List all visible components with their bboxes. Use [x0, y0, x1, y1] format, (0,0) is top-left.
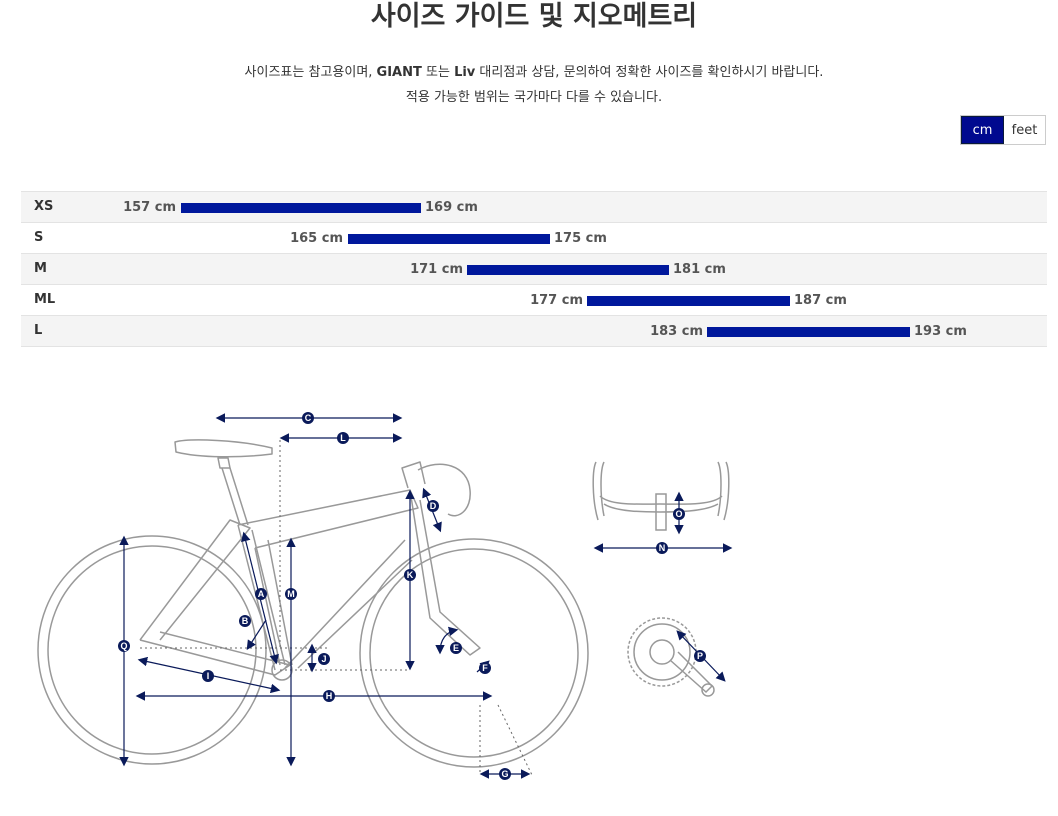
min-height: 183 cm — [650, 324, 703, 339]
marker-m: M — [285, 588, 297, 600]
reference-lines — [140, 440, 532, 775]
height-range-bar — [348, 234, 550, 244]
size-label: L — [34, 323, 42, 338]
marker-e: E — [450, 642, 462, 654]
svg-text:Q: Q — [120, 641, 127, 651]
marker-j: J — [318, 653, 330, 665]
marker-c: C — [302, 412, 314, 424]
marker-n: N — [656, 542, 668, 554]
size-row: L 183 cm 193 cm — [21, 315, 1047, 347]
size-row: M 171 cm 181 cm — [21, 253, 1047, 284]
dimension-arrows — [124, 418, 528, 774]
unit-cm-button[interactable]: cm — [961, 116, 1004, 144]
size-row: XS 157 cm 169 cm — [21, 191, 1047, 222]
note-text: 대리점과 상담, 문의하여 정확한 사이즈를 확인하시기 바랍니다. — [475, 65, 823, 80]
size-range-table: XS 157 cm 169 cm S 165 cm 175 cm M 171 c… — [21, 191, 1047, 347]
marker-a: A — [255, 588, 267, 600]
marker-f: F — [479, 662, 491, 674]
marker-h: H — [323, 690, 335, 702]
marker-p: P — [694, 650, 706, 662]
note-text: 또는 — [422, 65, 454, 80]
svg-text:J: J — [321, 654, 326, 664]
min-height: 171 cm — [410, 262, 463, 277]
size-label: XS — [34, 199, 53, 214]
max-height: 193 cm — [914, 324, 967, 339]
marker-b: B — [239, 615, 251, 627]
max-height: 175 cm — [554, 231, 607, 246]
max-height: 187 cm — [794, 293, 847, 308]
min-height: 157 cm — [123, 200, 176, 215]
marker-l: L — [337, 432, 349, 444]
size-label: S — [34, 230, 43, 245]
svg-text:L: L — [340, 433, 346, 443]
height-range-bar — [587, 296, 790, 306]
svg-text:D: D — [430, 501, 437, 511]
height-range-bar — [181, 203, 421, 213]
svg-text:I: I — [207, 671, 210, 681]
svg-text:F: F — [482, 663, 488, 673]
unit-toggle[interactable]: cm feet — [960, 115, 1046, 145]
svg-text:B: B — [242, 616, 249, 626]
svg-text:P: P — [697, 651, 703, 661]
min-height: 165 cm — [290, 231, 343, 246]
brand-giant: GIANT — [377, 65, 422, 80]
svg-text:M: M — [287, 589, 295, 599]
size-row: ML 177 cm 187 cm — [21, 284, 1047, 315]
max-height: 181 cm — [673, 262, 726, 277]
svg-text:G: G — [501, 769, 508, 779]
page-title: 사이즈 가이드 및 지오메트리 — [0, 0, 1058, 34]
svg-text:N: N — [659, 543, 666, 553]
size-guide-note: 사이즈표는 참고용이며, GIANT 또는 Liv 대리점과 상담, 문의하여 … — [0, 61, 1058, 80]
size-label: ML — [34, 292, 55, 307]
region-note: 적용 가능한 범위는 국가마다 다를 수 있습니다. — [0, 86, 1058, 105]
svg-text:C: C — [305, 413, 312, 423]
geometry-markers: A B C D E F G H I J K L M N O P Q — [118, 412, 706, 780]
size-row: S 165 cm 175 cm — [21, 222, 1047, 253]
marker-g: G — [499, 768, 511, 780]
marker-i: I — [202, 670, 214, 682]
marker-o: O — [673, 508, 685, 520]
max-height: 169 cm — [425, 200, 478, 215]
marker-q: Q — [118, 640, 130, 652]
geometry-diagram: A B C D E F G H I J K L M N O P Q — [0, 380, 1058, 816]
min-height: 177 cm — [530, 293, 583, 308]
svg-text:A: A — [258, 589, 265, 599]
unit-feet-button[interactable]: feet — [1004, 116, 1045, 144]
size-label: M — [34, 261, 47, 276]
marker-k: K — [404, 569, 416, 581]
marker-d: D — [427, 500, 439, 512]
height-range-bar — [467, 265, 669, 275]
note-text: 사이즈표는 참고용이며, — [245, 65, 377, 80]
brand-liv: Liv — [454, 65, 475, 80]
svg-text:K: K — [407, 570, 414, 580]
height-range-bar — [707, 327, 910, 337]
svg-text:H: H — [326, 691, 333, 701]
svg-text:O: O — [675, 509, 682, 519]
svg-text:E: E — [453, 643, 459, 653]
handlebar-inset — [593, 462, 729, 530]
